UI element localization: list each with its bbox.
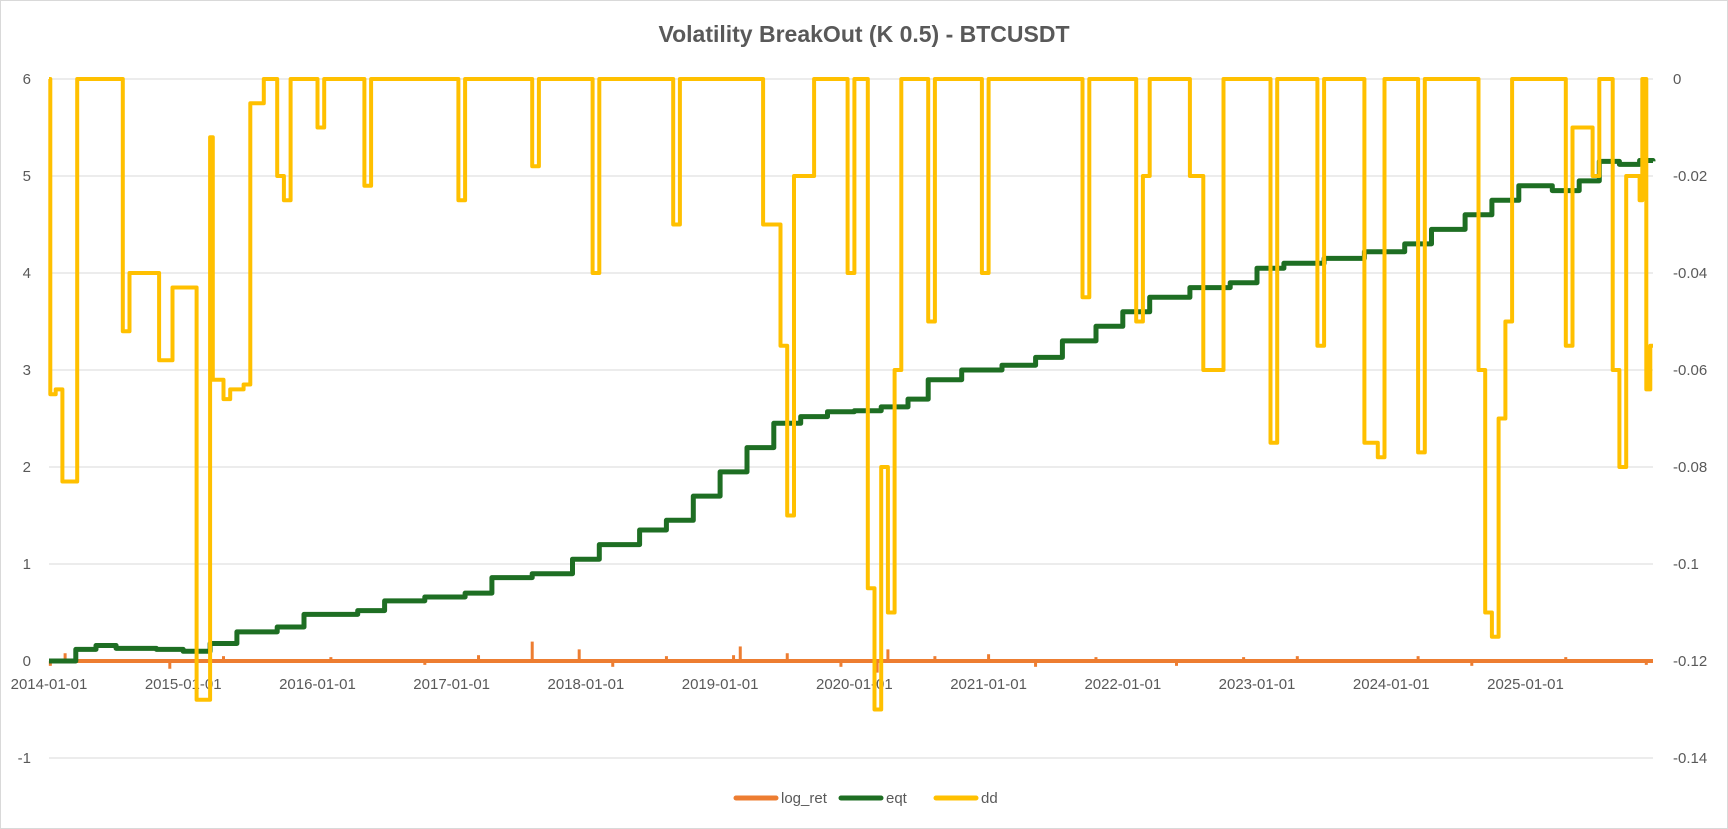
y-right-tick-label: -0.1 bbox=[1673, 556, 1699, 573]
legend-label: log_ret bbox=[781, 790, 828, 807]
x-axis: 2014-01-01 2015-01-01 2016-01-01 2017-01-01… bbox=[11, 676, 1564, 693]
y-right-tick-label: 0 bbox=[1673, 71, 1681, 88]
chart-title: Volatility BreakOut (K 0.5) - BTCUSDT bbox=[658, 21, 1070, 47]
legend-item-eqt: eqt bbox=[838, 790, 908, 807]
x-tick-label: 2017-01-01 bbox=[413, 676, 490, 693]
y-right-tick-label: -0.12 bbox=[1673, 653, 1707, 670]
left-y-axis: -1 0 1 2 3 4 5 6 bbox=[18, 71, 31, 767]
y-left-tick-label: 2 bbox=[23, 459, 31, 476]
y-left-tick-label: -1 bbox=[18, 750, 31, 767]
right-y-axis: -0.14 -0.12 -0.1 -0.08 -0.06 -0.04 -0.02 0 bbox=[1673, 71, 1707, 767]
x-tick-label: 2016-01-01 bbox=[279, 676, 356, 693]
y-right-tick-label: -0.14 bbox=[1673, 750, 1707, 767]
y-right-tick-label: -0.02 bbox=[1673, 168, 1707, 185]
y-right-tick-label: -0.04 bbox=[1673, 265, 1707, 282]
series-lines bbox=[48, 77, 1656, 712]
y-left-tick-label: 6 bbox=[23, 71, 31, 88]
y-left-tick-label: 1 bbox=[23, 556, 31, 573]
series-eqt bbox=[49, 158, 1656, 664]
x-tick-label: 2015-01-01 bbox=[145, 676, 222, 693]
y-right-tick-label: -0.08 bbox=[1673, 459, 1707, 476]
legend-label: eqt bbox=[886, 790, 908, 807]
x-tick-label: 2022-01-01 bbox=[1084, 676, 1161, 693]
legend: log_ret eqt dd bbox=[733, 790, 998, 807]
legend-label: dd bbox=[981, 790, 998, 807]
x-tick-label: 2018-01-01 bbox=[548, 676, 625, 693]
y-left-tick-label: 4 bbox=[23, 265, 31, 282]
series-dd bbox=[48, 77, 1653, 712]
x-tick-label: 2021-01-01 bbox=[950, 676, 1027, 693]
y-left-tick-label: 3 bbox=[23, 362, 31, 379]
y-left-tick-label: 5 bbox=[23, 168, 31, 185]
x-tick-label: 2025-01-01 bbox=[1487, 676, 1564, 693]
x-tick-label: 2024-01-01 bbox=[1353, 676, 1430, 693]
x-tick-label: 2014-01-01 bbox=[11, 676, 88, 693]
series-log_ret bbox=[48, 641, 1653, 673]
legend-item-dd: dd bbox=[933, 790, 998, 807]
y-right-tick-label: -0.06 bbox=[1673, 362, 1707, 379]
x-tick-label: 2019-01-01 bbox=[682, 676, 759, 693]
y-left-tick-label: 0 bbox=[23, 653, 31, 670]
legend-item-log_ret: log_ret bbox=[733, 790, 828, 807]
x-tick-label: 2023-01-01 bbox=[1219, 676, 1296, 693]
